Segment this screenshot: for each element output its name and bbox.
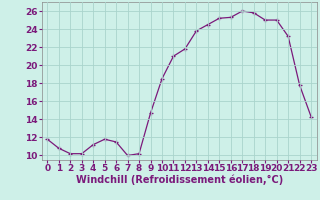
X-axis label: Windchill (Refroidissement éolien,°C): Windchill (Refroidissement éolien,°C) bbox=[76, 175, 283, 185]
